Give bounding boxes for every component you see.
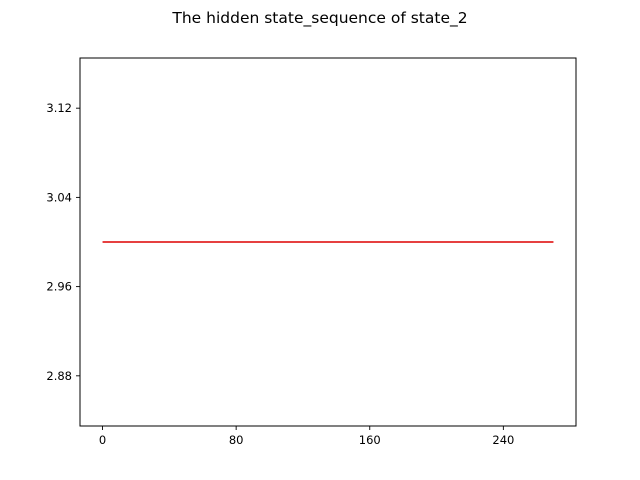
- x-tick-label: 240: [492, 433, 514, 447]
- y-tick-label: 2.96: [46, 280, 72, 294]
- x-tick-label: 0: [99, 433, 106, 447]
- y-tick-label: 3.12: [46, 101, 72, 115]
- plot-frame: [79, 57, 577, 427]
- axes: 0 80 160 240 2.88 2.96 3.04 3.12: [46, 101, 514, 447]
- y-tick-label: 3.04: [46, 190, 72, 204]
- y-tick-label: 2.88: [46, 369, 72, 383]
- x-tick-label: 160: [359, 433, 381, 447]
- chart-title: The hidden state_sequence of state_2: [172, 9, 468, 27]
- x-tick-label: 80: [229, 433, 244, 447]
